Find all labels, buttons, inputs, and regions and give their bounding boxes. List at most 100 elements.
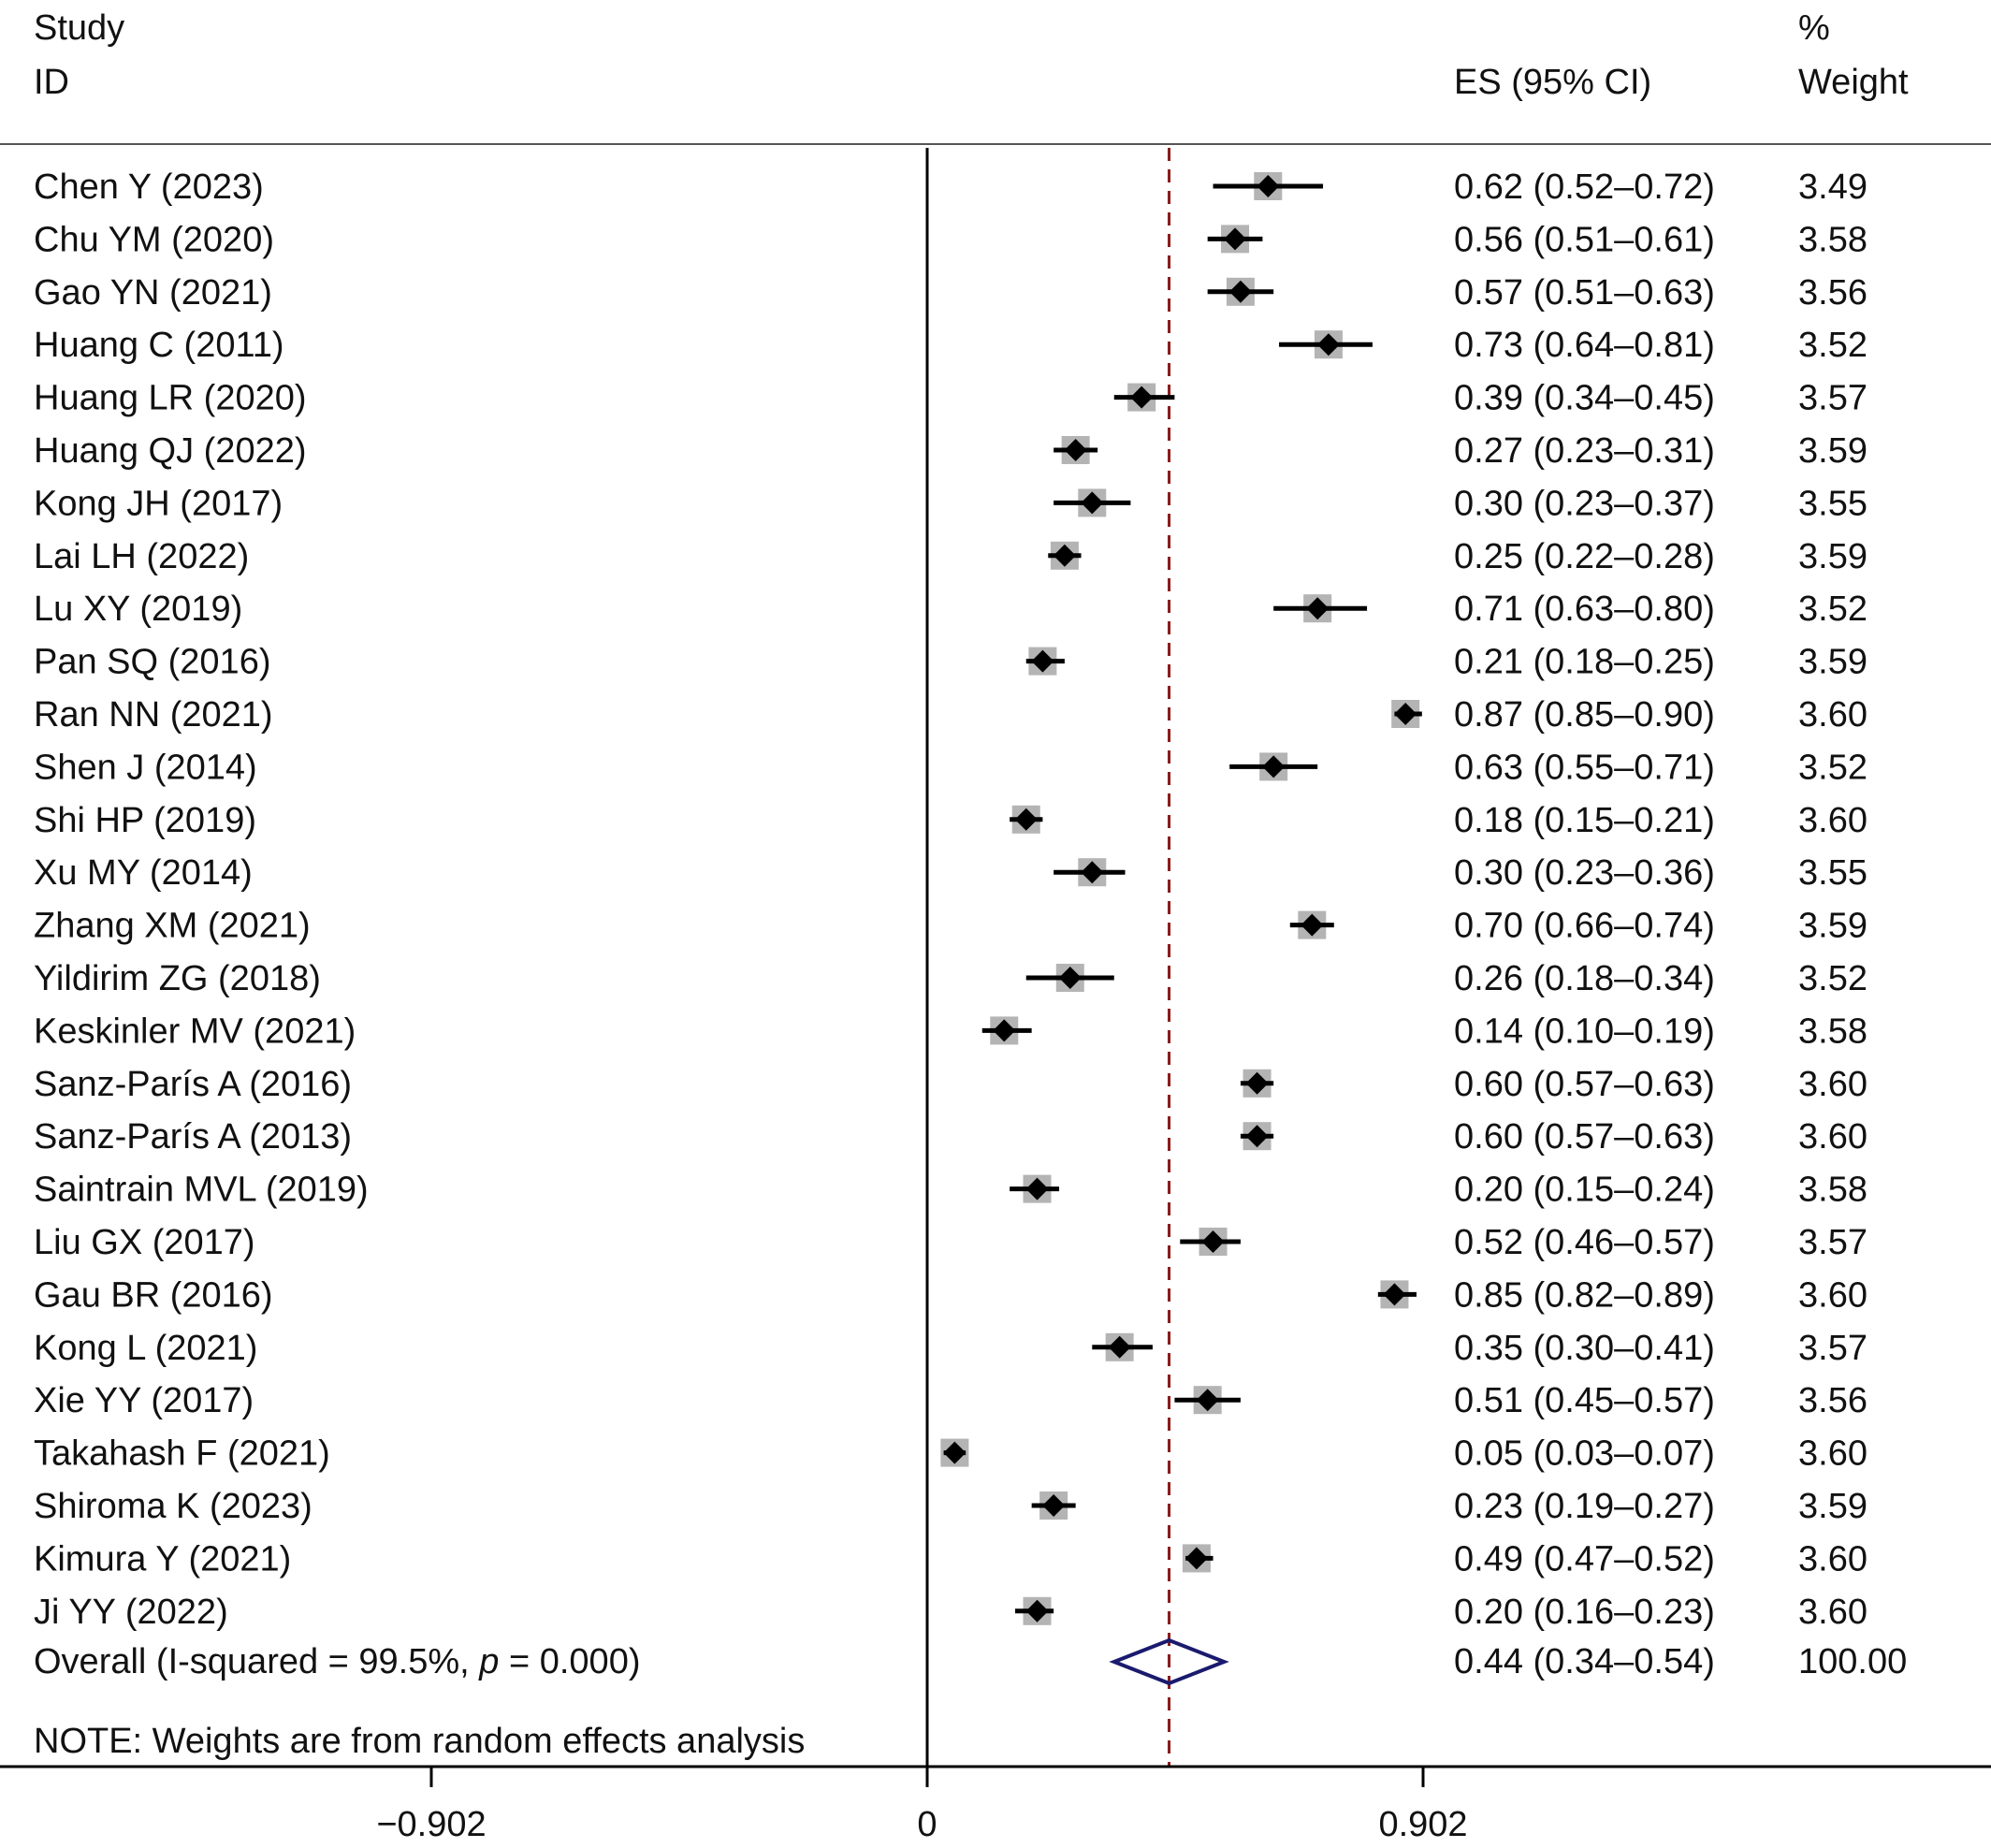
study-es-ci: 0.21 (0.18–0.25)	[1454, 643, 1715, 682]
study-row: Ji YY (2022) 0.20 (0.16–0.23) 3.60	[34, 1593, 1867, 1632]
study-header-line1: Study	[34, 8, 124, 48]
study-es-ci: 0.05 (0.03–0.07)	[1454, 1434, 1715, 1474]
overall-row: Overall (I-squared = 99.5%, p = 0.000) 0…	[34, 1637, 1907, 1686]
weights-note: NOTE: Weights are from random effects an…	[34, 1722, 805, 1761]
study-weight: 3.49	[1798, 167, 1867, 207]
study-row: Sanz-París A (2016) 0.60 (0.57–0.63) 3.60	[34, 1065, 1867, 1104]
study-label: Zhang XM (2021)	[34, 907, 311, 946]
overall-weight: 100.00	[1798, 1642, 1907, 1681]
study-es-ci: 0.63 (0.55–0.71)	[1454, 748, 1715, 787]
study-label: Xie YY (2017)	[34, 1381, 254, 1420]
study-label: Keskinler MV (2021)	[34, 1011, 356, 1051]
study-label: Pan SQ (2016)	[34, 643, 270, 682]
study-es-ci: 0.20 (0.15–0.24)	[1454, 1171, 1715, 1210]
study-row: Chen Y (2023) 0.62 (0.52–0.72) 3.49	[34, 167, 1867, 207]
study-label: Shen J (2014)	[34, 748, 257, 787]
study-row: Lu XY (2019) 0.71 (0.63–0.80) 3.52	[34, 589, 1867, 629]
study-weight: 3.58	[1798, 220, 1867, 259]
study-weight: 3.60	[1798, 1065, 1867, 1104]
point-estimate-marker	[1245, 1071, 1269, 1095]
point-estimate-marker	[1053, 544, 1076, 567]
study-es-ci: 0.39 (0.34–0.45)	[1454, 379, 1715, 418]
study-row: Pan SQ (2016) 0.21 (0.18–0.25) 3.59	[34, 643, 1867, 682]
study-weight: 3.55	[1798, 484, 1867, 523]
study-weight: 3.52	[1798, 959, 1867, 998]
study-es-ci: 0.23 (0.19–0.27)	[1454, 1487, 1715, 1526]
x-tick-label: 0	[917, 1805, 937, 1844]
study-label: Liu GX (2017)	[34, 1223, 255, 1262]
point-estimate-marker	[1224, 227, 1247, 251]
study-weight: 3.60	[1798, 1539, 1867, 1579]
study-es-ci: 0.71 (0.63–0.80)	[1454, 589, 1715, 629]
study-row: Xu MY (2014) 0.30 (0.23–0.36) 3.55	[34, 853, 1867, 893]
weight-header-line1: %	[1798, 8, 1830, 48]
study-label: Shiroma K (2023)	[34, 1487, 312, 1526]
study-weight: 3.58	[1798, 1011, 1867, 1051]
study-weight: 3.55	[1798, 853, 1867, 893]
point-estimate-marker	[1081, 861, 1104, 884]
study-es-ci: 0.85 (0.82–0.89)	[1454, 1275, 1715, 1315]
study-weight: 3.60	[1798, 1117, 1867, 1157]
overall-diamond	[1109, 1637, 1229, 1686]
point-estimate-marker	[1201, 1230, 1225, 1253]
study-label: Chen Y (2023)	[34, 167, 264, 207]
table-header: Study ID ES (95% CI) % Weight	[34, 8, 1909, 102]
study-es-ci: 0.73 (0.64–0.81)	[1454, 326, 1715, 365]
study-es-ci: 0.14 (0.10–0.19)	[1454, 1011, 1715, 1051]
point-estimate-marker	[1184, 1547, 1208, 1570]
study-weight: 3.59	[1798, 537, 1867, 576]
es-ci-header: ES (95% CI)	[1454, 63, 1651, 102]
point-estimate-marker	[1245, 1125, 1269, 1148]
study-weight: 3.52	[1798, 326, 1867, 365]
x-tick-label: −0.902	[376, 1805, 486, 1844]
study-label: Lu XY (2019)	[34, 589, 242, 629]
study-row: Sanz-París A (2013) 0.60 (0.57–0.63) 3.60	[34, 1117, 1867, 1157]
study-header-line2: ID	[34, 63, 69, 102]
point-estimate-marker	[1130, 386, 1154, 409]
study-es-ci: 0.60 (0.57–0.63)	[1454, 1117, 1715, 1157]
study-es-ci: 0.26 (0.18–0.34)	[1454, 959, 1715, 998]
study-es-ci: 0.49 (0.47–0.52)	[1454, 1539, 1715, 1579]
study-weight: 3.57	[1798, 379, 1867, 418]
x-axis-ticks: −0.902 0 0.902	[376, 1767, 1468, 1844]
point-estimate-marker	[1257, 175, 1280, 197]
study-es-ci: 0.18 (0.15–0.21)	[1454, 801, 1715, 840]
study-row: Gau BR (2016) 0.85 (0.82–0.89) 3.60	[34, 1275, 1867, 1315]
study-es-ci: 0.25 (0.22–0.28)	[1454, 537, 1715, 576]
study-row: Gao YN (2021) 0.57 (0.51–0.63) 3.56	[34, 273, 1867, 313]
study-row: Ran NN (2021) 0.87 (0.85–0.90) 3.60	[34, 695, 1867, 735]
point-estimate-marker	[1228, 280, 1252, 303]
study-es-ci: 0.57 (0.51–0.63)	[1454, 273, 1715, 313]
study-row: Shiroma K (2023) 0.23 (0.19–0.27) 3.59	[34, 1487, 1867, 1526]
study-weight: 3.57	[1798, 1329, 1867, 1368]
study-row: Takahash F (2021) 0.05 (0.03–0.07) 3.60	[34, 1434, 1867, 1474]
study-row: Keskinler MV (2021) 0.14 (0.10–0.19) 3.58	[34, 1011, 1867, 1051]
study-weight: 3.60	[1798, 801, 1867, 840]
study-label: Yildirim ZG (2018)	[34, 959, 321, 998]
study-row: Yildirim ZG (2018) 0.26 (0.18–0.34) 3.52	[34, 959, 1867, 998]
study-weight: 3.60	[1798, 1593, 1867, 1632]
point-estimate-marker	[943, 1441, 966, 1464]
study-label: Huang C (2011)	[34, 326, 284, 365]
study-weight: 3.59	[1798, 643, 1867, 682]
study-es-ci: 0.30 (0.23–0.37)	[1454, 484, 1715, 523]
study-weight: 3.57	[1798, 1223, 1867, 1262]
study-weight: 3.60	[1798, 1434, 1867, 1474]
study-label: Huang LR (2020)	[34, 379, 307, 418]
study-label: Sanz-París A (2016)	[34, 1065, 352, 1104]
study-row: Huang LR (2020) 0.39 (0.34–0.45) 3.57	[34, 379, 1867, 418]
study-label: Huang QJ (2022)	[34, 431, 307, 471]
weight-header-line2: Weight	[1798, 63, 1909, 102]
study-label: Saintrain MVL (2019)	[34, 1171, 369, 1210]
study-row: Chu YM (2020) 0.56 (0.51–0.61) 3.58	[34, 220, 1867, 259]
study-label: Lai LH (2022)	[34, 537, 249, 576]
point-estimate-marker	[993, 1019, 1016, 1042]
study-row: Shen J (2014) 0.63 (0.55–0.71) 3.52	[34, 748, 1867, 787]
study-row: Kong L (2021) 0.35 (0.30–0.41) 3.57	[34, 1329, 1867, 1368]
study-row: Kong JH (2017) 0.30 (0.23–0.37) 3.55	[34, 484, 1867, 523]
study-weight: 3.58	[1798, 1171, 1867, 1210]
study-es-ci: 0.52 (0.46–0.57)	[1454, 1223, 1715, 1262]
x-tick-label: 0.902	[1378, 1805, 1467, 1844]
study-es-ci: 0.87 (0.85–0.90)	[1454, 695, 1715, 735]
